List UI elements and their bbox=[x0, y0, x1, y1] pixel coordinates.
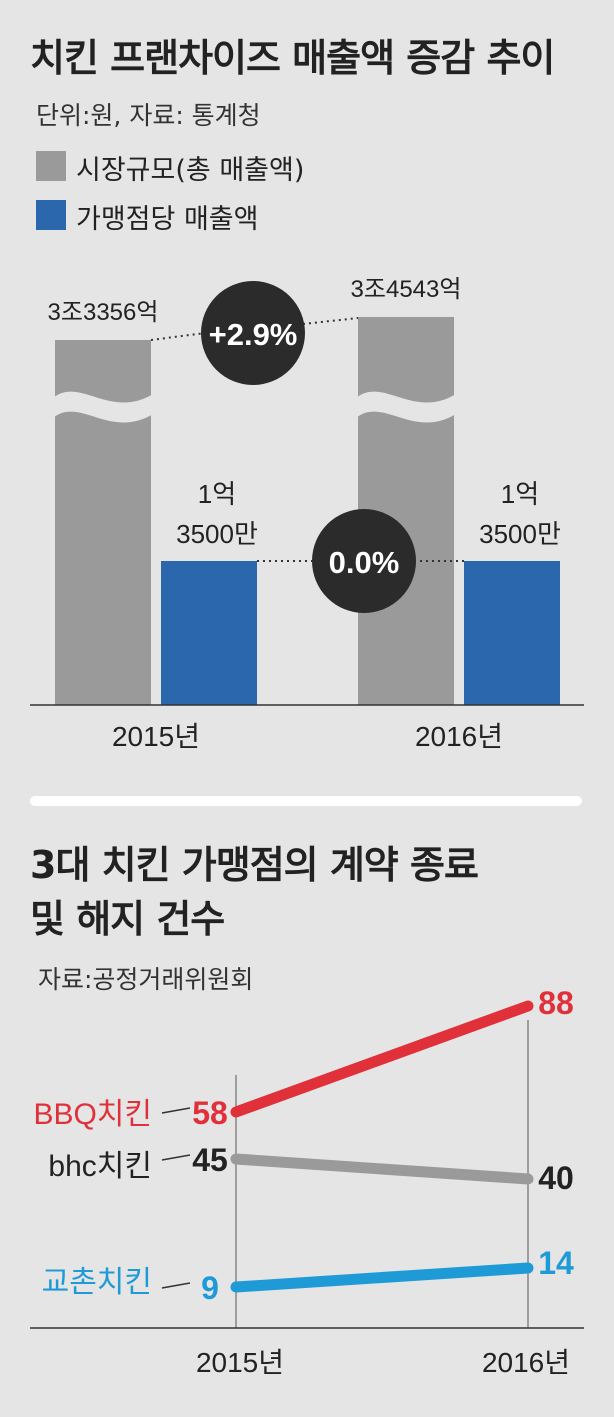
bottom-chart-source: 자료:공정거래위원회 bbox=[38, 965, 254, 994]
legend-swatch-franchise bbox=[36, 200, 66, 230]
series-leader-1 bbox=[161, 1154, 191, 1161]
x-tick-1: 2016년 bbox=[415, 721, 503, 752]
line-x-tick-1: 2016년 bbox=[482, 1347, 570, 1378]
series-end-value-0: 88 bbox=[538, 985, 574, 1021]
series-start-value-1: 45 bbox=[192, 1142, 228, 1178]
axis-break-1 bbox=[356, 391, 456, 423]
series-line-2 bbox=[230, 1262, 534, 1293]
series-start-value-0: 58 bbox=[192, 1095, 228, 1131]
change-circle-market bbox=[201, 281, 305, 385]
bar-franchise-0 bbox=[161, 561, 257, 705]
series-start-value-2: 9 bbox=[201, 1270, 219, 1306]
legend-label-market: 시장규모(총 매출액) bbox=[76, 155, 305, 186]
series-name-1: bhc치킨 bbox=[48, 1150, 152, 1183]
bar-franchise-1 bbox=[464, 561, 560, 705]
label-market-1: 3조4543억 bbox=[351, 276, 462, 303]
legend-label-franchise: 가맹점당 매출액 bbox=[76, 204, 259, 235]
bar-chart: 3조3356억 1억 3500만 2015년 3조4543억 1억 3500만 2016년 +2… bbox=[30, 276, 584, 752]
series-name-2: 교촌치킨 bbox=[42, 1266, 152, 1299]
label-franchise-line1-0: 1억 bbox=[198, 479, 236, 509]
change-circle-franchise bbox=[312, 509, 416, 613]
label-franchise-line2-0: 3500만 bbox=[176, 519, 258, 549]
series-line-0 bbox=[230, 1000, 534, 1118]
section-divider bbox=[30, 796, 582, 806]
series-end-value-1: 40 bbox=[538, 1160, 574, 1196]
series-leader-0 bbox=[161, 1107, 191, 1114]
change-label-franchise: 0.0% bbox=[329, 545, 400, 580]
bottom-chart-title-line1: 3대 치킨 가맹점의 계약 종료 bbox=[30, 843, 479, 887]
x-tick-0: 2015년 bbox=[112, 721, 200, 752]
label-market-0: 3조3356억 bbox=[48, 299, 159, 326]
axis-break-0 bbox=[53, 391, 153, 423]
series-name-0: BBQ치킨 bbox=[33, 1098, 152, 1131]
label-franchise-line2-1: 3500만 bbox=[479, 519, 561, 549]
change-label-market: +2.9% bbox=[209, 317, 298, 352]
series-end-value-2: 14 bbox=[538, 1245, 574, 1281]
bottom-chart-title-line2: 및 해지 건수 bbox=[30, 897, 225, 941]
line-x-tick-0: 2015년 bbox=[196, 1347, 284, 1378]
series-leader-2 bbox=[161, 1282, 191, 1289]
label-franchise-line1-1: 1억 bbox=[501, 479, 539, 509]
top-chart-title: 치킨 프랜차이즈 매출액 증감 추이 bbox=[30, 36, 555, 80]
top-chart-source: 단위:원, 자료: 통계청 bbox=[36, 101, 261, 130]
legend-swatch-market bbox=[36, 151, 66, 181]
series-line-1 bbox=[230, 1153, 534, 1185]
